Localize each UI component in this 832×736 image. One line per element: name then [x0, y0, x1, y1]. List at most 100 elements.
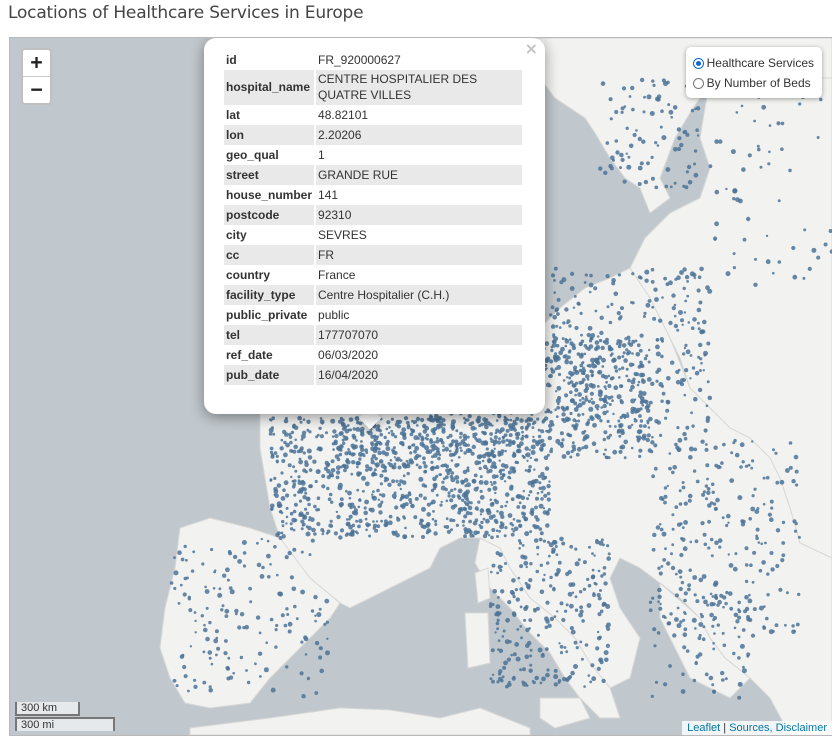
healthcare-marker[interactable] — [541, 676, 546, 682]
healthcare-marker[interactable] — [682, 267, 687, 272]
healthcare-marker[interactable] — [466, 466, 470, 470]
healthcare-marker[interactable] — [549, 419, 554, 425]
healthcare-marker[interactable] — [686, 280, 689, 283]
healthcare-marker[interactable] — [732, 252, 736, 256]
healthcare-marker[interactable] — [421, 535, 425, 539]
healthcare-marker[interactable] — [793, 630, 796, 633]
healthcare-marker[interactable] — [710, 482, 715, 487]
healthcare-marker[interactable] — [173, 556, 176, 559]
healthcare-marker[interactable] — [619, 415, 623, 420]
healthcare-marker[interactable] — [285, 607, 289, 611]
healthcare-marker[interactable] — [653, 466, 658, 471]
healthcare-marker[interactable] — [302, 451, 306, 455]
healthcare-marker[interactable] — [555, 324, 559, 328]
healthcare-marker[interactable] — [748, 517, 752, 521]
healthcare-marker[interactable] — [794, 469, 799, 474]
healthcare-marker[interactable] — [487, 458, 492, 463]
healthcare-marker[interactable] — [376, 447, 379, 450]
healthcare-marker[interactable] — [570, 629, 576, 635]
healthcare-marker[interactable] — [566, 432, 570, 437]
healthcare-marker[interactable] — [620, 366, 625, 370]
healthcare-marker[interactable] — [348, 524, 353, 530]
healthcare-marker[interactable] — [281, 519, 285, 524]
healthcare-marker[interactable] — [520, 636, 523, 640]
healthcare-marker[interactable] — [668, 320, 673, 326]
healthcare-marker[interactable] — [292, 465, 296, 469]
healthcare-marker[interactable] — [346, 424, 350, 427]
healthcare-marker[interactable] — [676, 426, 680, 430]
healthcare-marker[interactable] — [781, 520, 786, 525]
healthcare-marker[interactable] — [769, 499, 774, 504]
healthcare-marker[interactable] — [754, 257, 757, 261]
healthcare-marker[interactable] — [601, 603, 605, 607]
healthcare-marker[interactable] — [712, 582, 718, 587]
healthcare-marker[interactable] — [640, 396, 645, 401]
healthcare-marker[interactable] — [586, 603, 592, 608]
healthcare-marker[interactable] — [518, 524, 522, 528]
healthcare-marker[interactable] — [591, 676, 597, 682]
healthcare-marker[interactable] — [282, 429, 287, 435]
healthcare-marker[interactable] — [285, 506, 289, 510]
healthcare-marker[interactable] — [751, 580, 755, 584]
healthcare-marker[interactable] — [457, 456, 461, 459]
healthcare-marker[interactable] — [567, 381, 571, 385]
healthcare-marker[interactable] — [774, 451, 778, 455]
healthcare-marker[interactable] — [544, 616, 549, 622]
healthcare-marker[interactable] — [418, 434, 421, 437]
healthcare-marker[interactable] — [733, 438, 737, 443]
healthcare-marker[interactable] — [373, 439, 377, 442]
healthcare-marker[interactable] — [304, 460, 308, 464]
healthcare-marker[interactable] — [434, 519, 438, 523]
healthcare-marker[interactable] — [677, 448, 681, 452]
healthcare-marker[interactable] — [293, 604, 297, 609]
healthcare-marker[interactable] — [254, 662, 257, 666]
healthcare-marker[interactable] — [793, 454, 799, 460]
healthcare-marker[interactable] — [393, 491, 397, 495]
healthcare-marker[interactable] — [498, 529, 501, 533]
healthcare-marker[interactable] — [403, 535, 407, 539]
healthcare-marker[interactable] — [639, 161, 644, 166]
healthcare-marker[interactable] — [284, 416, 288, 420]
healthcare-marker[interactable] — [546, 668, 550, 672]
healthcare-marker[interactable] — [431, 517, 435, 521]
healthcare-marker[interactable] — [697, 636, 702, 641]
healthcare-marker[interactable] — [444, 446, 449, 452]
healthcare-marker[interactable] — [524, 434, 529, 439]
healthcare-marker[interactable] — [499, 521, 503, 524]
healthcare-marker[interactable] — [584, 434, 590, 440]
healthcare-marker[interactable] — [606, 410, 609, 413]
healthcare-marker[interactable] — [530, 510, 534, 513]
healthcare-marker[interactable] — [498, 459, 501, 462]
healthcare-marker[interactable] — [692, 678, 697, 683]
healthcare-marker[interactable] — [547, 554, 551, 558]
healthcare-marker[interactable] — [440, 500, 443, 504]
healthcare-marker[interactable] — [451, 439, 456, 444]
healthcare-marker[interactable] — [316, 433, 320, 437]
healthcare-marker[interactable] — [502, 629, 506, 633]
healthcare-marker[interactable] — [722, 442, 726, 447]
healthcare-marker[interactable] — [697, 387, 703, 393]
healthcare-marker[interactable] — [565, 406, 569, 410]
healthcare-marker[interactable] — [588, 344, 594, 349]
healthcare-marker[interactable] — [422, 456, 426, 461]
healthcare-marker[interactable] — [537, 428, 541, 432]
healthcare-marker[interactable] — [642, 110, 646, 114]
healthcare-marker[interactable] — [693, 172, 699, 178]
healthcare-marker[interactable] — [679, 381, 683, 385]
healthcare-marker[interactable] — [356, 420, 360, 425]
healthcare-marker[interactable] — [498, 469, 503, 474]
healthcare-marker[interactable] — [449, 518, 453, 523]
healthcare-marker[interactable] — [583, 352, 587, 356]
healthcare-marker[interactable] — [569, 360, 573, 365]
healthcare-marker[interactable] — [505, 500, 509, 504]
healthcare-marker[interactable] — [500, 449, 505, 453]
healthcare-marker[interactable] — [659, 433, 663, 437]
healthcare-marker[interactable] — [314, 619, 317, 623]
healthcare-marker[interactable] — [275, 623, 279, 628]
healthcare-marker[interactable] — [704, 484, 709, 488]
healthcare-marker[interactable] — [575, 646, 579, 650]
healthcare-marker[interactable] — [345, 459, 349, 462]
healthcare-marker[interactable] — [330, 459, 335, 464]
healthcare-marker[interactable] — [676, 275, 681, 280]
healthcare-marker[interactable] — [602, 572, 607, 576]
